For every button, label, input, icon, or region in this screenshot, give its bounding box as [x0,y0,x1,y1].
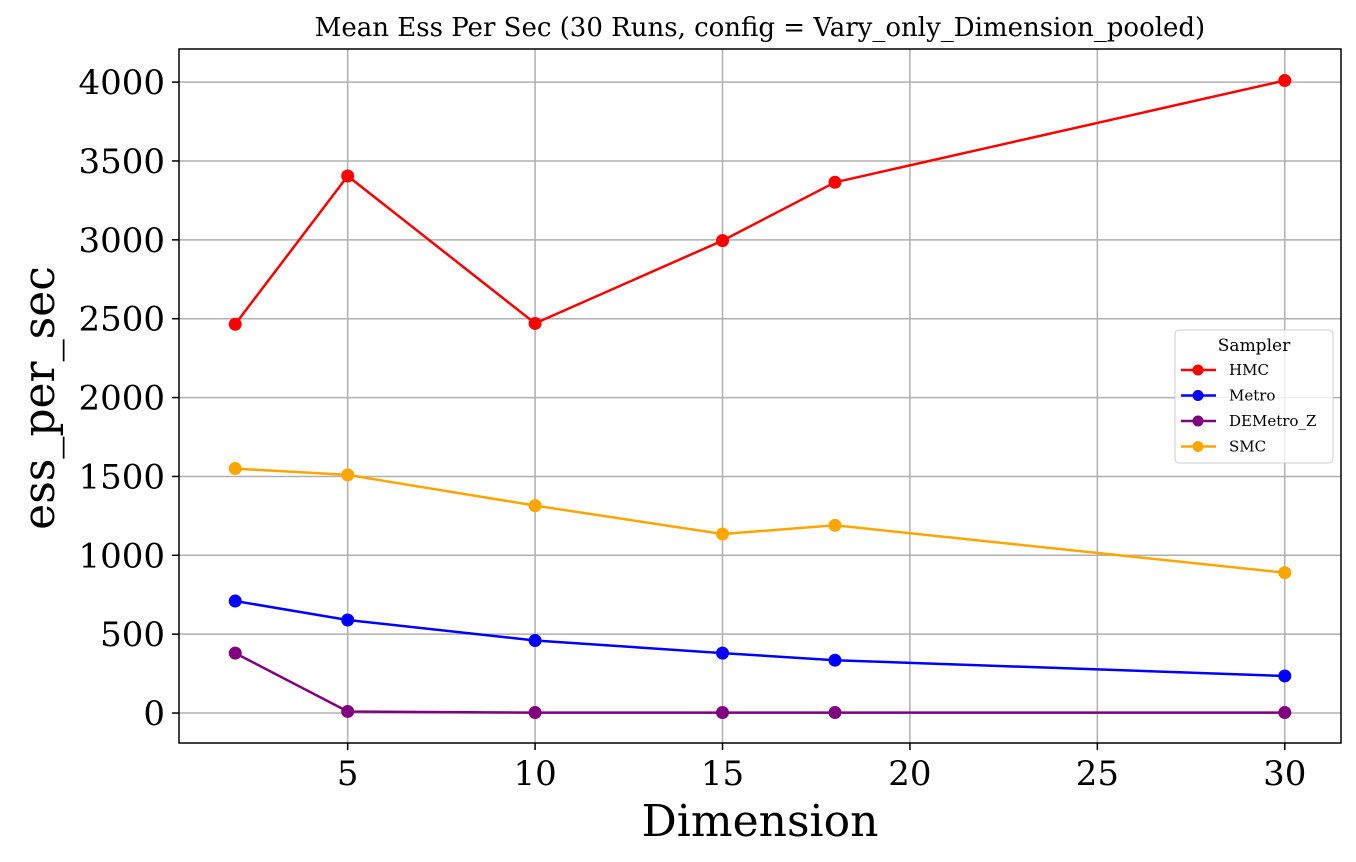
grid [179,49,1341,743]
series-smc [228,462,1292,580]
legend-entry-demetro-z: DEMetro_Z [1181,412,1316,430]
series-line-hmc [234,79,1286,325]
series-group [228,74,1292,720]
y-tick-label: 3500 [78,142,165,182]
series-line-metro [234,599,1285,678]
x-tick-label: 5 [337,754,359,794]
y-tick-label: 4000 [78,63,165,103]
x-tick-label: 20 [888,754,931,794]
data-point-smc [528,499,542,513]
data-point-metro [716,646,730,660]
x-tick-label: 30 [1263,754,1306,794]
data-point-hmc [716,234,730,248]
data-point-hmc [528,316,542,330]
data-point-smc [341,468,355,482]
legend-entries: HMC Metro DEMetro_Z SMC [1181,361,1316,456]
y-tick-label: 3000 [78,221,165,261]
legend-marker-smc [1192,441,1204,452]
data-point-smc [828,518,842,532]
data-point-hmc [228,317,242,331]
x-tick-label: 10 [513,754,556,794]
series-metro [228,594,1292,683]
y-tick-label: 500 [100,615,165,655]
legend-label-demetro-z: DEMetro_Z [1229,412,1316,430]
y-axis-label: ess_per_sec [14,266,65,530]
data-point-metro [228,594,242,608]
data-point-demetro-z [716,706,730,720]
data-point-metro [341,613,355,627]
series-hmc [228,74,1292,331]
legend-entry-hmc: HMC [1181,361,1269,379]
legend-label-hmc: HMC [1229,361,1269,379]
data-point-hmc [828,175,842,189]
data-point-smc [228,462,242,476]
data-point-smc [716,527,730,541]
x-axis-label: Dimension [642,796,879,847]
data-point-demetro-z [1278,706,1292,720]
legend-entry-metro: Metro [1181,387,1275,405]
legend: Sampler HMC Metro DEMetro_Z SMC [1174,329,1334,464]
data-point-hmc [1278,74,1292,88]
data-point-metro [828,653,842,667]
plot-frame [178,48,1342,744]
y-tick-label: 2000 [78,379,165,419]
legend-label-smc: SMC [1229,438,1266,456]
series-line-demetro-z [234,651,1285,714]
legend-title: Sampler [1218,336,1291,356]
data-point-demetro-z [341,704,355,718]
ticks: 5 10 15 20 25 30 0 500 1000 1500 2000 2500 3000 3500 4… [78,63,1306,794]
y-tick-label: 1500 [78,457,165,497]
y-tick-label: 1000 [78,536,165,576]
chart-title: Mean Ess Per Sec (30 Runs, config = Vary… [315,13,1205,43]
data-point-metro [1278,669,1292,683]
series-line-smc [235,467,1285,574]
legend-marker-metro [1192,390,1204,401]
x-tick-label: 25 [1076,754,1119,794]
data-point-demetro-z [528,706,542,720]
x-tick-label: 15 [701,754,744,794]
legend-label-metro: Metro [1229,387,1275,405]
data-point-demetro-z [828,706,842,720]
legend-marker-demetro-z [1192,415,1204,427]
y-tick-label: 0 [143,694,165,734]
legend-marker-hmc [1192,364,1204,376]
series-demetro-z [228,646,1292,720]
legend-box [1174,329,1334,464]
data-point-demetro-z [228,646,242,660]
data-point-smc [1278,566,1292,580]
data-point-hmc [341,169,355,183]
legend-entry-smc: SMC [1181,438,1266,456]
y-tick-label: 2500 [78,300,165,340]
data-point-metro [528,633,542,647]
